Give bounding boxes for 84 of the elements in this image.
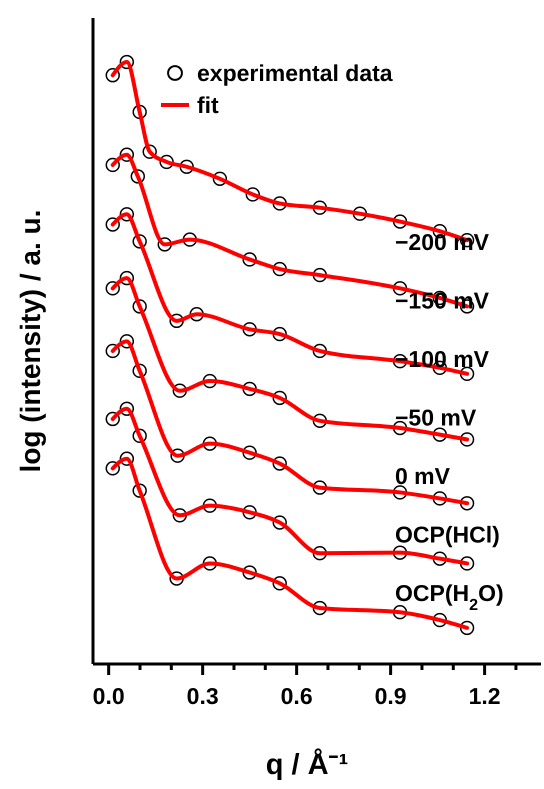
point bbox=[242, 322, 257, 336]
point bbox=[392, 485, 408, 500]
legend-label: experimental data bbox=[197, 60, 393, 86]
x-tick-label: 0.0 bbox=[92, 683, 125, 709]
x-tick-label: 0.3 bbox=[186, 683, 219, 709]
point bbox=[132, 299, 147, 314]
point bbox=[130, 169, 145, 184]
point bbox=[246, 187, 260, 202]
point bbox=[120, 270, 134, 286]
point bbox=[190, 307, 204, 322]
point bbox=[169, 571, 184, 586]
point bbox=[132, 483, 147, 498]
point bbox=[132, 104, 147, 120]
point bbox=[202, 498, 218, 513]
point bbox=[432, 612, 447, 628]
legend-label: fit bbox=[197, 92, 220, 118]
point bbox=[272, 456, 287, 471]
point bbox=[202, 374, 218, 388]
annotation: OCP(HCl) bbox=[395, 522, 500, 548]
point bbox=[392, 605, 408, 620]
point bbox=[106, 461, 120, 476]
annotation: 0 mV bbox=[395, 463, 451, 489]
point bbox=[120, 452, 134, 466]
point bbox=[172, 508, 187, 522]
point bbox=[242, 505, 257, 520]
point bbox=[106, 412, 120, 426]
point bbox=[272, 515, 287, 530]
point bbox=[132, 234, 147, 249]
point bbox=[312, 268, 328, 282]
point bbox=[202, 436, 218, 451]
point bbox=[106, 217, 120, 232]
point bbox=[432, 491, 447, 506]
point bbox=[120, 402, 134, 416]
point bbox=[272, 390, 287, 406]
point bbox=[352, 206, 368, 221]
point bbox=[272, 326, 287, 342]
y-axis-title: log (intensity) / a. u. bbox=[15, 210, 46, 472]
point bbox=[172, 384, 187, 398]
point bbox=[460, 432, 474, 447]
point bbox=[106, 281, 120, 296]
point bbox=[242, 252, 257, 267]
point bbox=[106, 68, 120, 82]
point bbox=[212, 172, 228, 186]
point bbox=[120, 54, 134, 70]
point bbox=[272, 576, 287, 590]
point bbox=[312, 546, 328, 560]
point bbox=[142, 144, 157, 159]
annotation: −150 mV bbox=[395, 288, 490, 314]
point bbox=[106, 344, 120, 358]
point bbox=[106, 158, 120, 172]
x-tick-label: 0.9 bbox=[374, 683, 407, 709]
point bbox=[179, 160, 194, 174]
point bbox=[312, 480, 328, 495]
point bbox=[242, 446, 257, 460]
point bbox=[242, 565, 257, 580]
point bbox=[158, 237, 172, 252]
x-tick-label: 0.6 bbox=[280, 683, 313, 709]
point bbox=[312, 600, 328, 616]
point bbox=[132, 364, 147, 378]
point bbox=[242, 382, 257, 396]
point bbox=[460, 366, 474, 382]
point bbox=[432, 551, 447, 566]
point bbox=[460, 620, 474, 636]
point bbox=[432, 427, 447, 442]
point bbox=[460, 556, 474, 571]
annotation: OCP(H$_{2}$O) bbox=[395, 580, 504, 614]
x-axis-title: q / Å⁻¹ bbox=[266, 748, 348, 781]
point bbox=[202, 556, 218, 571]
point bbox=[312, 414, 328, 428]
point bbox=[312, 344, 328, 358]
point bbox=[272, 196, 287, 211]
point bbox=[170, 448, 185, 463]
point bbox=[460, 496, 474, 510]
point bbox=[169, 314, 184, 328]
point bbox=[132, 428, 147, 444]
point bbox=[272, 262, 287, 276]
point bbox=[120, 148, 134, 162]
point bbox=[312, 200, 328, 215]
x-tick-label: 1.2 bbox=[468, 683, 501, 709]
point bbox=[392, 214, 408, 229]
annotation: −50 mV bbox=[395, 404, 477, 430]
point bbox=[120, 334, 134, 348]
point bbox=[159, 154, 174, 170]
point bbox=[120, 207, 134, 222]
